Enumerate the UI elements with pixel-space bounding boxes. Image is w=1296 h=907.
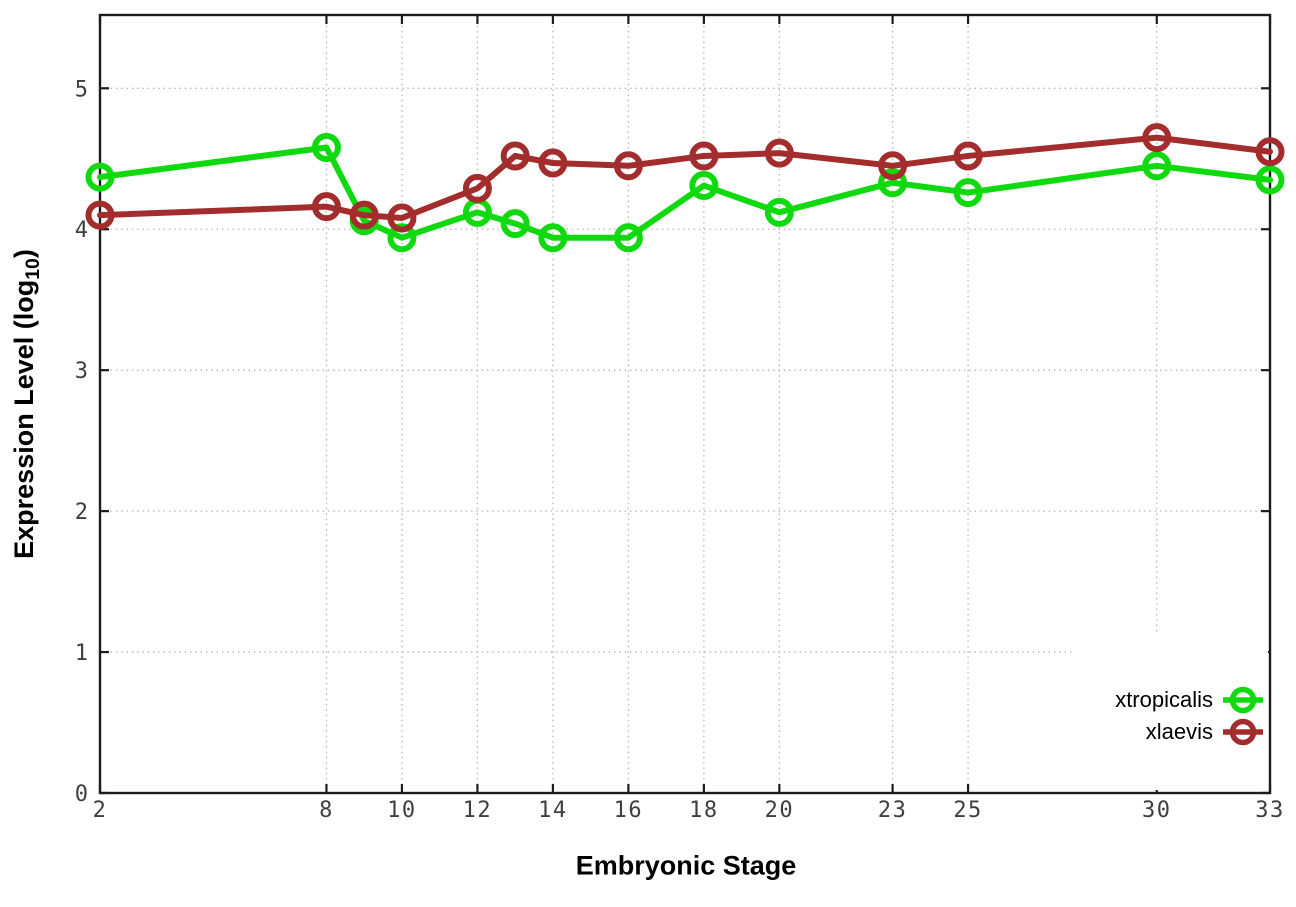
data-point-xtropicalis-stage-23 xyxy=(878,168,908,198)
data-point-xlaevis-stage-18 xyxy=(689,141,719,171)
x-tick-label-18: 18 xyxy=(689,798,719,823)
y-axis-title-subscript: 10 xyxy=(22,258,45,280)
y-axis-title: Expression Level (log10) xyxy=(9,249,45,559)
x-tick-label-14: 14 xyxy=(538,798,568,823)
data-point-xlaevis-stage-8 xyxy=(311,192,341,222)
x-tick-label-12: 12 xyxy=(463,798,493,823)
x-tick-label-33: 33 xyxy=(1255,798,1285,823)
y-axis-title-text: Expression Level (log xyxy=(8,279,39,559)
x-tick-label-16: 16 xyxy=(614,798,644,823)
y-tick-label-2: 2 xyxy=(75,500,88,525)
x-tick-label-23: 23 xyxy=(878,798,908,823)
data-point-xtropicalis-stage-13 xyxy=(500,209,530,239)
data-point-xtropicalis-stage-25 xyxy=(953,178,983,208)
data-point-xtropicalis-stage-8 xyxy=(311,132,341,162)
legend-point-sample-xtropicalis xyxy=(1229,686,1257,714)
y-tick-label-3: 3 xyxy=(75,359,88,384)
x-axis-title: Embryonic Stage xyxy=(575,850,797,881)
legend-item-xlaevis: xlaevis xyxy=(1146,716,1268,748)
y-tick-label-5: 5 xyxy=(75,77,88,102)
legend-point-sample-xlaevis xyxy=(1229,718,1257,746)
legend-marker-xlaevis-icon xyxy=(1223,718,1263,746)
data-point-xlaevis-stage-20 xyxy=(764,138,794,168)
data-point-xlaevis-stage-25 xyxy=(953,141,983,171)
data-point-xlaevis-stage-13 xyxy=(500,141,530,171)
data-point-xlaevis-stage-9 xyxy=(349,200,379,230)
data-point-xtropicalis-stage-2 xyxy=(85,162,115,192)
x-tick-label-10: 10 xyxy=(387,798,417,823)
data-point-xlaevis-stage-12 xyxy=(462,173,492,203)
data-point-xtropicalis-stage-20 xyxy=(764,197,794,227)
data-point-xlaevis-stage-23 xyxy=(878,151,908,181)
data-point-xlaevis-stage-10 xyxy=(387,203,417,233)
data-point-xtropicalis-stage-30 xyxy=(1142,151,1172,181)
data-point-xlaevis-stage-2 xyxy=(85,200,115,230)
x-tick-label-2: 2 xyxy=(93,798,108,823)
legend-item-xtropicalis: xtropicalis xyxy=(1115,684,1268,716)
data-point-xtropicalis-stage-10 xyxy=(387,223,417,253)
legend-marker-xtropicalis-icon xyxy=(1223,686,1263,714)
legend-label-xtropicalis: xtropicalis xyxy=(1115,687,1213,712)
legend: xtropicalis xlaevis xyxy=(1072,633,1268,790)
y-tick-label-0: 0 xyxy=(75,782,88,807)
x-tick-label-25: 25 xyxy=(953,798,983,823)
x-tick-label-20: 20 xyxy=(765,798,795,823)
y-tick-label-1: 1 xyxy=(75,641,88,666)
data-point-xlaevis-stage-30 xyxy=(1142,123,1172,153)
data-point-xlaevis-stage-16 xyxy=(613,151,643,181)
data-point-xtropicalis-stage-14 xyxy=(538,223,568,253)
legend-label-xlaevis: xlaevis xyxy=(1145,719,1213,744)
data-point-xtropicalis-stage-33 xyxy=(1255,165,1285,195)
y-axis-title-close: ) xyxy=(8,249,39,259)
data-point-xlaevis-stage-33 xyxy=(1255,137,1285,167)
data-point-xlaevis-stage-14 xyxy=(538,148,568,178)
data-point-xtropicalis-stage-18 xyxy=(689,171,719,201)
y-tick-label-4: 4 xyxy=(75,218,88,243)
data-point-xtropicalis-stage-16 xyxy=(613,223,643,253)
series-line-xlaevis xyxy=(97,134,1273,221)
x-tick-label-8: 8 xyxy=(319,798,334,823)
plot-border xyxy=(98,13,1272,795)
x-tick-label-30: 30 xyxy=(1142,798,1172,823)
